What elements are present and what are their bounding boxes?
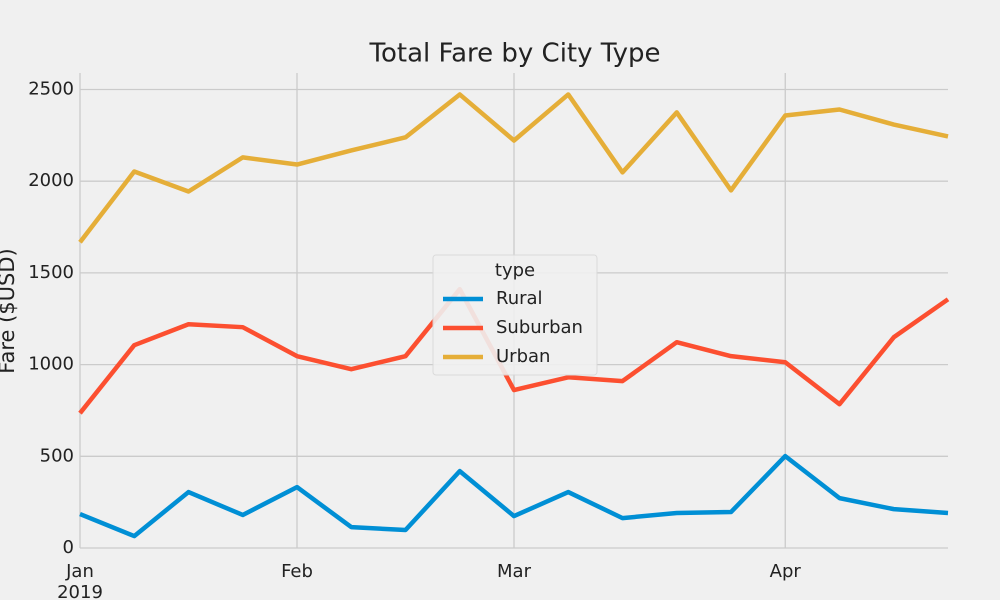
series-line <box>79 453 949 539</box>
x-tick-label: Mar <box>497 561 532 582</box>
legend-box <box>432 254 598 376</box>
x-tick-label: Jan <box>65 561 94 582</box>
legend-label: Suburban <box>496 317 583 338</box>
y-axis-label: Fare ($USD) <box>0 248 19 373</box>
y-tick-label: 2500 <box>28 79 74 100</box>
legend-label: Urban <box>496 346 550 367</box>
x-tick-label: Apr <box>770 561 802 582</box>
y-tick-label: 1500 <box>28 262 74 283</box>
legend-label: Rural <box>496 288 543 309</box>
legend-title: type <box>495 260 535 281</box>
y-tick-label: 2000 <box>28 170 74 191</box>
x-tick-label: Feb <box>281 561 313 582</box>
y-tick-label: 0 <box>63 537 74 558</box>
chart-title: Total Fare by City Type <box>369 39 661 69</box>
series-line <box>78 286 950 415</box>
y-tick-label: 1000 <box>28 354 74 375</box>
y-tick-label: 500 <box>40 445 74 466</box>
series-line <box>78 92 949 244</box>
x-year-label: 2019 <box>57 582 103 600</box>
